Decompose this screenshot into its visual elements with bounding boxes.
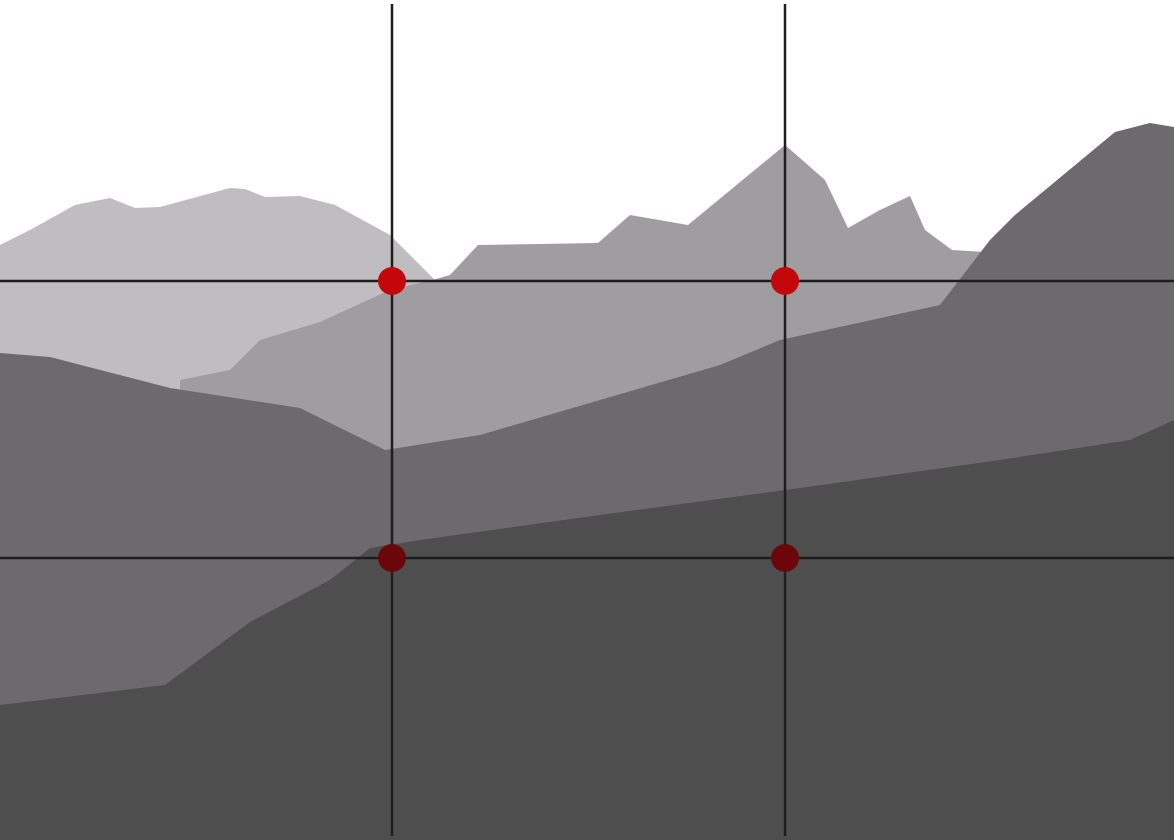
- intersection-point-bottom-left: [378, 544, 406, 572]
- intersection-point-top-left: [378, 267, 406, 295]
- grid-lines: [0, 4, 1174, 836]
- foreground-hill: [0, 420, 1174, 840]
- intersection-point-top-right: [771, 267, 799, 295]
- intersection-point-bottom-right: [771, 544, 799, 572]
